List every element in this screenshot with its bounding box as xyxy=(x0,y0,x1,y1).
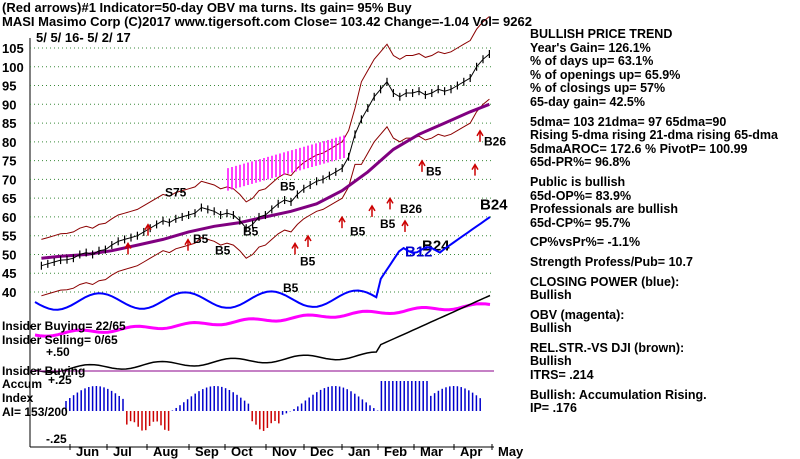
obv-label: OBV (magenta): xyxy=(530,307,625,322)
month-tick-label: Mar xyxy=(420,444,443,459)
openings-up: % of openings up= 65.9% xyxy=(530,67,681,82)
buy-arrow-head xyxy=(338,215,346,223)
closings-up: % of closings up= 57% xyxy=(530,81,666,96)
ai-label: AI= 153/200 xyxy=(2,405,68,419)
month-tick-label: Apr xyxy=(460,444,482,459)
signal-annotation: B5 xyxy=(426,165,442,179)
month-tick-label: Nov xyxy=(272,444,297,459)
stats-panel: BULLISH PRICE TREND Year's Gain= 126.1% … xyxy=(530,27,798,416)
accum-status: Bullish: Accumulation Rising. xyxy=(530,387,707,402)
buy-arrow-head xyxy=(386,196,394,204)
strength-ratio: Strength Profess/Pub= 10.7 xyxy=(530,254,693,269)
price-tick-label: 80 xyxy=(2,135,16,150)
buy-arrow-head xyxy=(144,223,152,231)
buy-arrow-head xyxy=(368,204,376,212)
obv-status: Bullish xyxy=(530,321,572,336)
price-tick-label: 60 xyxy=(2,210,16,225)
ip-tick-label: -.25 xyxy=(46,432,67,446)
insider-buying-label: Insider Buying= 22/65 xyxy=(2,319,126,333)
buy-arrow-head xyxy=(291,242,299,249)
upper-band-line xyxy=(41,16,490,240)
signal-annotation: B5 xyxy=(283,281,299,295)
closing-power-line xyxy=(34,216,491,311)
buy-arrow-head xyxy=(124,242,132,249)
month-tick-label: Dec xyxy=(310,444,334,459)
ip-tick-label: +.50 xyxy=(46,345,70,359)
buy-arrow-head xyxy=(184,238,192,246)
ma65-line xyxy=(41,102,490,260)
date-range: 5/ 5/ 16- 5/ 2/ 17 xyxy=(36,30,131,45)
dma-values: 5dma= 103 21dma= 97 65dma=90 xyxy=(530,114,727,129)
buy-arrow-head xyxy=(418,159,426,167)
insider-buying-label2: Insider Buying xyxy=(2,364,85,378)
signal-annotation: B5 xyxy=(380,217,396,231)
ip-value: IP= .176 xyxy=(530,401,577,416)
price-tick-label: 100 xyxy=(2,60,24,75)
professionals-status: Professionals are bullish xyxy=(530,202,678,217)
month-tick-label: Feb xyxy=(384,444,407,459)
aroc-pivot: 5dmaAROC= 172.6 % PivotP= 100.99 xyxy=(530,141,748,156)
month-tick-label: Aug xyxy=(153,444,178,459)
buy-arrow-head xyxy=(476,129,484,137)
itrs-value: ITRS= .214 xyxy=(530,368,594,383)
price-tick-label: 50 xyxy=(2,247,16,262)
buy-arrow-head xyxy=(471,163,479,171)
price-tick-label: 45 xyxy=(2,266,16,281)
pr-pct: 65d-PR%= 96.8% xyxy=(530,155,631,170)
relstr-label: REL.STR.-VS DJI (brown): xyxy=(530,340,685,355)
buy-arrow-head xyxy=(401,219,409,227)
buy-arrow-head xyxy=(304,234,312,242)
lower-band-line xyxy=(41,98,490,297)
price-tick-label: 65 xyxy=(2,191,16,206)
price-line xyxy=(41,53,490,267)
price-tick-label: 95 xyxy=(2,79,16,94)
closing-power-status: Bullish xyxy=(530,288,572,303)
year-gain: Year's Gain= 126.1% xyxy=(530,40,651,55)
op-pct: 65d-OP%= 83.9% xyxy=(530,188,632,203)
signal-annotation: B5 xyxy=(193,232,209,246)
days-up: % of days up= 63.1% xyxy=(530,54,654,69)
month-tick-label: May xyxy=(498,444,524,459)
month-tick-label: Oct xyxy=(231,444,253,459)
month-tick-label: Jun xyxy=(76,444,99,459)
signal-annotation: B5 xyxy=(280,180,296,194)
cp-pct: 65d-CP%= 95.7% xyxy=(530,215,631,230)
closing-power-label: CLOSING POWER (blue): xyxy=(530,274,680,289)
signal-annotation: B5 xyxy=(215,243,231,257)
cp-vs-pr: CP%vsPr%= -1.1% xyxy=(530,235,641,250)
relstr-status: Bullish xyxy=(530,354,572,369)
signal-annotation: B24 xyxy=(480,196,508,213)
price-tick-label: 105 xyxy=(2,41,24,56)
dma-rising: Rising 5-dma rising 21-dma rising 65-dma xyxy=(530,128,778,143)
accum-label: Accum xyxy=(2,377,42,391)
price-tick-label: 90 xyxy=(2,97,16,112)
day65-gain: 65-day gain= 42.5% xyxy=(530,94,645,109)
month-tick-label: Jan xyxy=(348,444,370,459)
signal-annotation: S75 xyxy=(165,185,187,199)
trend-title: BULLISH PRICE TREND xyxy=(530,27,673,41)
ticker-header: MASI Masimo Corp (C)2017 www.tigersoft.c… xyxy=(2,14,532,29)
signal-annotation: B26 xyxy=(400,202,422,216)
index-label: Index xyxy=(2,391,34,405)
relstr-line xyxy=(34,294,491,373)
signal-annotation: B26 xyxy=(484,135,506,149)
price-tick-label: 70 xyxy=(2,172,16,187)
signal-annotation: B5 xyxy=(243,225,259,239)
price-tick-label: 40 xyxy=(2,285,16,300)
signal-annotation: B5 xyxy=(350,225,366,239)
price-tick-label: 85 xyxy=(2,116,16,131)
price-tick-label: 75 xyxy=(2,154,16,169)
public-status: Public is bullish xyxy=(530,174,626,189)
price-tick-label: 55 xyxy=(2,229,16,244)
obv-line xyxy=(34,302,491,338)
ip-tick-label: +.25 xyxy=(48,373,72,387)
month-tick-label: Jul xyxy=(113,444,132,459)
signal-annotation: B5 xyxy=(300,255,316,269)
insider-selling-label: Insider Selling= 0/65 xyxy=(2,333,118,347)
indicator-header: (Red arrows)#1 Indicator=50-day OBV ma t… xyxy=(2,0,412,15)
month-tick-label: Sep xyxy=(195,444,219,459)
